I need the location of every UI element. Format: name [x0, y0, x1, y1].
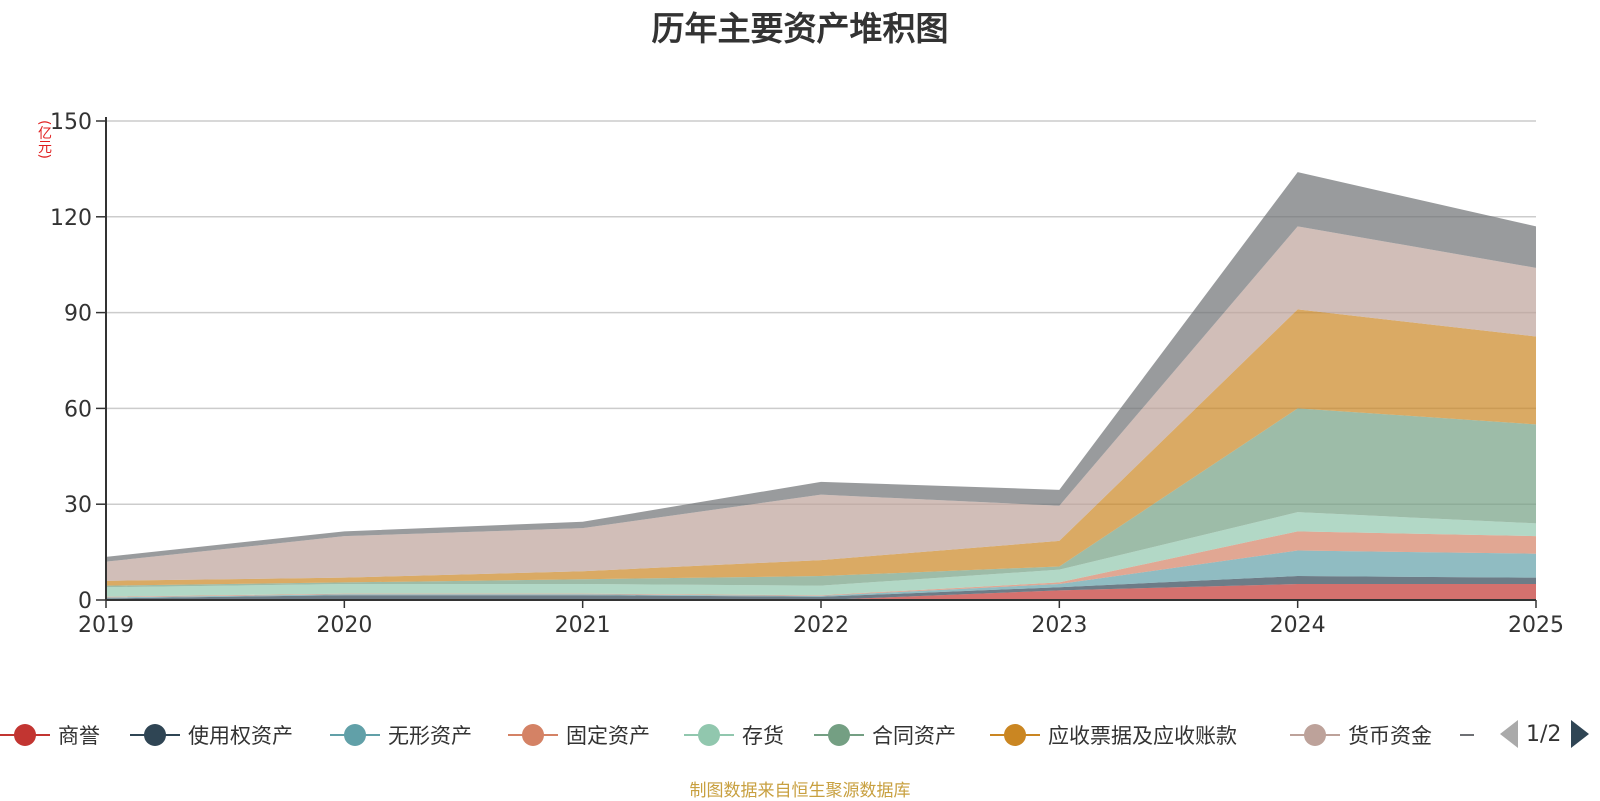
legend-item-8[interactable]	[1460, 718, 1482, 752]
legend-marker-icon	[814, 718, 864, 752]
area-series-2	[106, 550, 1536, 599]
legend-marker-icon	[130, 718, 180, 752]
legend-page-indicator: 1/2	[1526, 721, 1562, 747]
legend-marker-icon	[330, 718, 380, 752]
legend-marker-icon	[1460, 718, 1474, 752]
legend-item-1[interactable]: 使用权资产	[130, 718, 293, 752]
x-tick-label: 2023	[1031, 613, 1087, 638]
x-tick-label: 2019	[78, 613, 134, 638]
area-series-6	[106, 309, 1536, 586]
area-series-4	[106, 512, 1536, 597]
legend-next-page-icon[interactable]	[1571, 720, 1590, 748]
y-tick-label: 60	[64, 397, 92, 422]
legend-item-3[interactable]: 固定资产	[508, 718, 650, 752]
x-tick-label: 2025	[1508, 613, 1564, 638]
legend-prev-page-icon[interactable]	[1500, 720, 1518, 748]
legend-label: 合同资产	[872, 724, 956, 748]
legend-marker-icon	[684, 718, 734, 752]
legend-marker-dot	[522, 724, 544, 746]
x-tick-label: 2020	[316, 613, 372, 638]
legend-item-4[interactable]: 存货	[684, 718, 784, 752]
legend: 商誉 使用权资产 无形资产 固定资产 存货 合同资产 应收票据及应收账款 货币资金	[0, 718, 1600, 752]
y-tick-label: 150	[50, 110, 92, 135]
legend-label: 固定资产	[566, 724, 650, 748]
area-series	[106, 172, 1536, 600]
legend-item-7[interactable]: 货币资金	[1290, 718, 1432, 752]
legend-item-2[interactable]: 无形资产	[330, 718, 472, 752]
legend-label: 货币资金	[1348, 724, 1432, 748]
legend-label: 商誉	[58, 724, 100, 748]
x-tick-label: 2022	[793, 613, 849, 638]
x-tick-label: 2024	[1270, 613, 1326, 638]
y-tick-label: 0	[78, 589, 92, 614]
x-tick-label: 2021	[555, 613, 611, 638]
legend-item-6[interactable]: 应收票据及应收账款	[990, 718, 1237, 752]
area-series-0	[106, 584, 1536, 600]
legend-marker-icon	[0, 718, 50, 752]
area-series-8	[106, 172, 1536, 562]
stacked-area-chart: 0 30 60 90 120 150 2019 2020 2021 2022 2023 2024 202…	[50, 110, 1564, 638]
legend-marker-icon	[1290, 718, 1340, 752]
y-tick-label: 120	[50, 206, 92, 231]
data-source-note: 制图数据来自恒生聚源数据库	[689, 781, 911, 801]
legend-marker-dot	[698, 724, 720, 746]
legend-marker-icon	[508, 718, 558, 752]
y-tick-label: 30	[64, 493, 92, 518]
axes: 0 30 60 90 120 150 2019 2020 2021 2022 2023 2024 202…	[50, 110, 1564, 638]
legend-marker-dot	[344, 724, 366, 746]
legend-label: 存货	[742, 724, 784, 748]
legend-marker-dot	[828, 724, 850, 746]
legend-label: 使用权资产	[188, 724, 293, 748]
legend-marker-dot	[1304, 724, 1326, 746]
legend-label: 应收票据及应收账款	[1048, 724, 1237, 748]
y-axis-unit-label: (亿元)	[36, 120, 52, 159]
legend-marker-icon	[990, 718, 1040, 752]
legend-pager: 1/2	[1500, 716, 1590, 752]
area-series-3	[106, 531, 1536, 598]
area-series-7	[106, 226, 1536, 581]
legend-marker-line	[1460, 734, 1474, 736]
legend-item-0[interactable]: 商誉	[0, 718, 100, 752]
legend-marker-dot	[144, 724, 166, 746]
y-tick-label: 90	[64, 302, 92, 327]
area-series-5	[106, 408, 1536, 588]
legend-label: 无形资产	[388, 724, 472, 748]
chart-title: 历年主要资产堆积图	[651, 9, 949, 48]
legend-marker-dot	[1004, 724, 1026, 746]
area-series-1	[106, 576, 1536, 600]
legend-item-5[interactable]: 合同资产	[814, 718, 956, 752]
legend-marker-dot	[14, 724, 36, 746]
